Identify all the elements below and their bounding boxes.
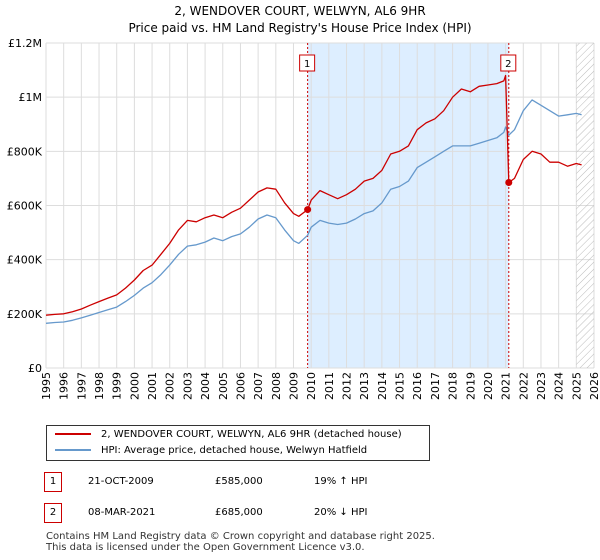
x-tick-label-16: 2011 — [323, 372, 336, 400]
sale-date-2: 08-MAR-2021 — [88, 507, 156, 518]
legend-label-property: 2, WENDOVER COURT, WELWYN, AL6 9HR (deta… — [101, 429, 402, 440]
sale-marker-label-2: 2 — [505, 59, 511, 70]
x-tick-label-23: 2018 — [447, 372, 460, 400]
sale-marker-label-1: 1 — [304, 59, 310, 70]
footer-line-2: This data is licensed under the Open Gov… — [46, 542, 365, 553]
sale-marker-box-2 — [500, 54, 517, 72]
x-tick-label-22: 2017 — [429, 372, 442, 400]
sale-price-1: £585,000 — [215, 476, 263, 487]
x-tick-label-12: 2007 — [252, 372, 265, 400]
x-tick-label-31: 2026 — [588, 372, 600, 400]
x-tick-label-20: 2015 — [394, 372, 407, 400]
x-tick-label-1: 1996 — [58, 372, 71, 400]
x-tick-label-6: 2001 — [146, 372, 159, 400]
sale-marker-box-1 — [299, 54, 316, 72]
forecast-hatch — [576, 43, 594, 368]
legend-item-hpi: HPI: Average price, detached house, Welw… — [55, 443, 367, 459]
x-tick-label-2: 1997 — [75, 372, 88, 400]
sale-point-2 — [505, 178, 513, 186]
legend-swatch-property — [55, 433, 91, 435]
y-tick-label-3: £600K — [7, 200, 43, 213]
legend-label-hpi: HPI: Average price, detached house, Welw… — [101, 445, 368, 456]
title-line-1: 2, WENDOVER COURT, WELWYN, AL6 9HR — [174, 4, 426, 18]
x-tick-label-26: 2021 — [500, 372, 513, 400]
x-tick-label-3: 1998 — [93, 372, 106, 400]
series-line-hpi — [45, 99, 582, 324]
y-tick-label-1: £200K — [7, 308, 43, 321]
x-tick-label-4: 1999 — [111, 372, 124, 400]
x-tick-label-15: 2010 — [305, 372, 318, 400]
x-tick-label-18: 2013 — [358, 372, 371, 400]
sale-badge-2: 2 — [44, 503, 62, 523]
x-tick-label-29: 2024 — [553, 372, 566, 400]
sale-badge-1: 1 — [44, 472, 62, 492]
y-tick-label-2: £400K — [7, 254, 43, 267]
x-tick-label-0: 1995 — [40, 372, 53, 400]
footer-line-1: Contains HM Land Registry data © Crown c… — [46, 531, 435, 542]
y-tick-label-5: £1M — [19, 91, 43, 104]
sale-price-2: £685,000 — [215, 507, 263, 518]
sale-point-1 — [304, 206, 312, 214]
x-tick-label-19: 2014 — [376, 372, 389, 400]
x-tick-label-9: 2004 — [199, 372, 212, 400]
x-tick-label-30: 2025 — [570, 372, 583, 400]
title-line-2: Price paid vs. HM Land Registry's House … — [128, 21, 472, 35]
y-tick-label-0: £0 — [28, 362, 42, 375]
x-tick-label-10: 2005 — [217, 372, 230, 400]
x-tick-label-5: 2000 — [128, 372, 141, 400]
x-tick-label-14: 2009 — [287, 372, 300, 400]
sale-hpi-change-1: 19% ↑ HPI — [314, 476, 368, 487]
y-tick-label-6: £1.2M — [8, 37, 42, 50]
chart-legend: 2, WENDOVER COURT, WELWYN, AL6 9HR (deta… — [46, 425, 430, 461]
footer-attribution: Contains HM Land Registry data © Crown c… — [46, 531, 435, 553]
sale-hpi-change-2: 20% ↓ HPI — [314, 507, 368, 518]
legend-item-property: 2, WENDOVER COURT, WELWYN, AL6 9HR (deta… — [55, 427, 402, 443]
x-tick-label-11: 2006 — [234, 372, 247, 400]
x-tick-label-21: 2016 — [411, 372, 424, 400]
x-tick-label-27: 2022 — [517, 372, 530, 400]
legend-swatch-hpi — [55, 449, 91, 451]
x-tick-label-28: 2023 — [535, 372, 548, 400]
x-tick-label-13: 2008 — [270, 372, 283, 400]
chart-title: 2, WENDOVER COURT, WELWYN, AL6 9HR Price… — [0, 3, 600, 37]
sale-date-1: 21-OCT-2009 — [88, 476, 154, 487]
x-tick-label-8: 2003 — [181, 372, 194, 400]
series-line-property — [45, 74, 582, 316]
x-tick-label-17: 2012 — [341, 372, 354, 400]
x-tick-label-24: 2019 — [464, 372, 477, 400]
x-tick-label-25: 2020 — [482, 372, 495, 400]
x-tick-label-7: 2002 — [164, 372, 177, 400]
y-tick-label-4: £800K — [7, 145, 43, 158]
price-chart: 1 2 £0 £200K £400K £600K £800K £1M £1.2M 1995 19… — [7, 37, 600, 400]
